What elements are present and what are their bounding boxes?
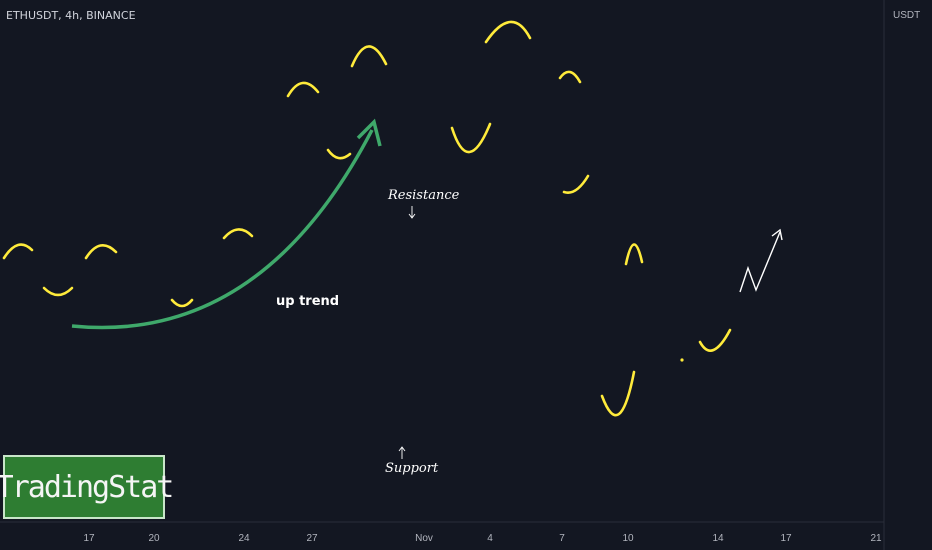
highlight-dot	[680, 358, 684, 362]
brand-name: TradingStat	[0, 469, 174, 505]
x-tick-label: 27	[306, 533, 318, 544]
highlight-mark-6	[326, 148, 352, 160]
support-pointer	[398, 446, 406, 459]
x-tick-label: 14	[712, 533, 724, 544]
x-tick-label: 7	[559, 533, 565, 544]
currency-label: USDT	[893, 10, 920, 21]
x-tick-label: 17	[83, 533, 95, 544]
highlight-mark-14	[698, 328, 732, 352]
x-tick-label: Nov	[415, 533, 433, 544]
highlight-mark-4	[222, 228, 254, 240]
highlight-mark-10	[558, 70, 582, 84]
x-tick-label: 20	[148, 533, 160, 544]
highlight-mark-13	[624, 243, 644, 266]
highlight-mark-12	[600, 370, 636, 417]
highlight-mark-2	[84, 244, 118, 260]
highlight-mark-1	[42, 286, 74, 297]
x-tick-label: 4	[487, 533, 493, 544]
symbol-header: ETHUSDT, 4h, BINANCE	[6, 9, 136, 22]
resistance-pointer	[408, 206, 416, 219]
x-tick-label: 10	[622, 533, 634, 544]
uptrend-arrowhead	[356, 118, 382, 147]
projection-path	[739, 231, 781, 293]
tradingstat-logo: TradingStat	[0, 455, 174, 519]
highlight-mark-0	[2, 243, 34, 260]
resistance-label: Resistance	[388, 188, 460, 203]
highlight-mark-3	[170, 298, 194, 308]
uptrend-arrow	[71, 129, 374, 330]
highlight-mark-9	[484, 20, 532, 44]
highlight-mark-8	[450, 122, 492, 154]
x-tick-label: 17	[780, 533, 792, 544]
support-label: Support	[385, 461, 439, 476]
highlight-mark-5	[286, 81, 320, 98]
uptrend-label: up trend	[276, 294, 340, 309]
x-tick-label: 24	[238, 533, 250, 544]
highlight-mark-11	[562, 174, 590, 194]
projection-arrowhead	[771, 228, 783, 241]
highlight-mark-7	[350, 45, 388, 68]
x-tick-label: 21	[870, 533, 882, 544]
